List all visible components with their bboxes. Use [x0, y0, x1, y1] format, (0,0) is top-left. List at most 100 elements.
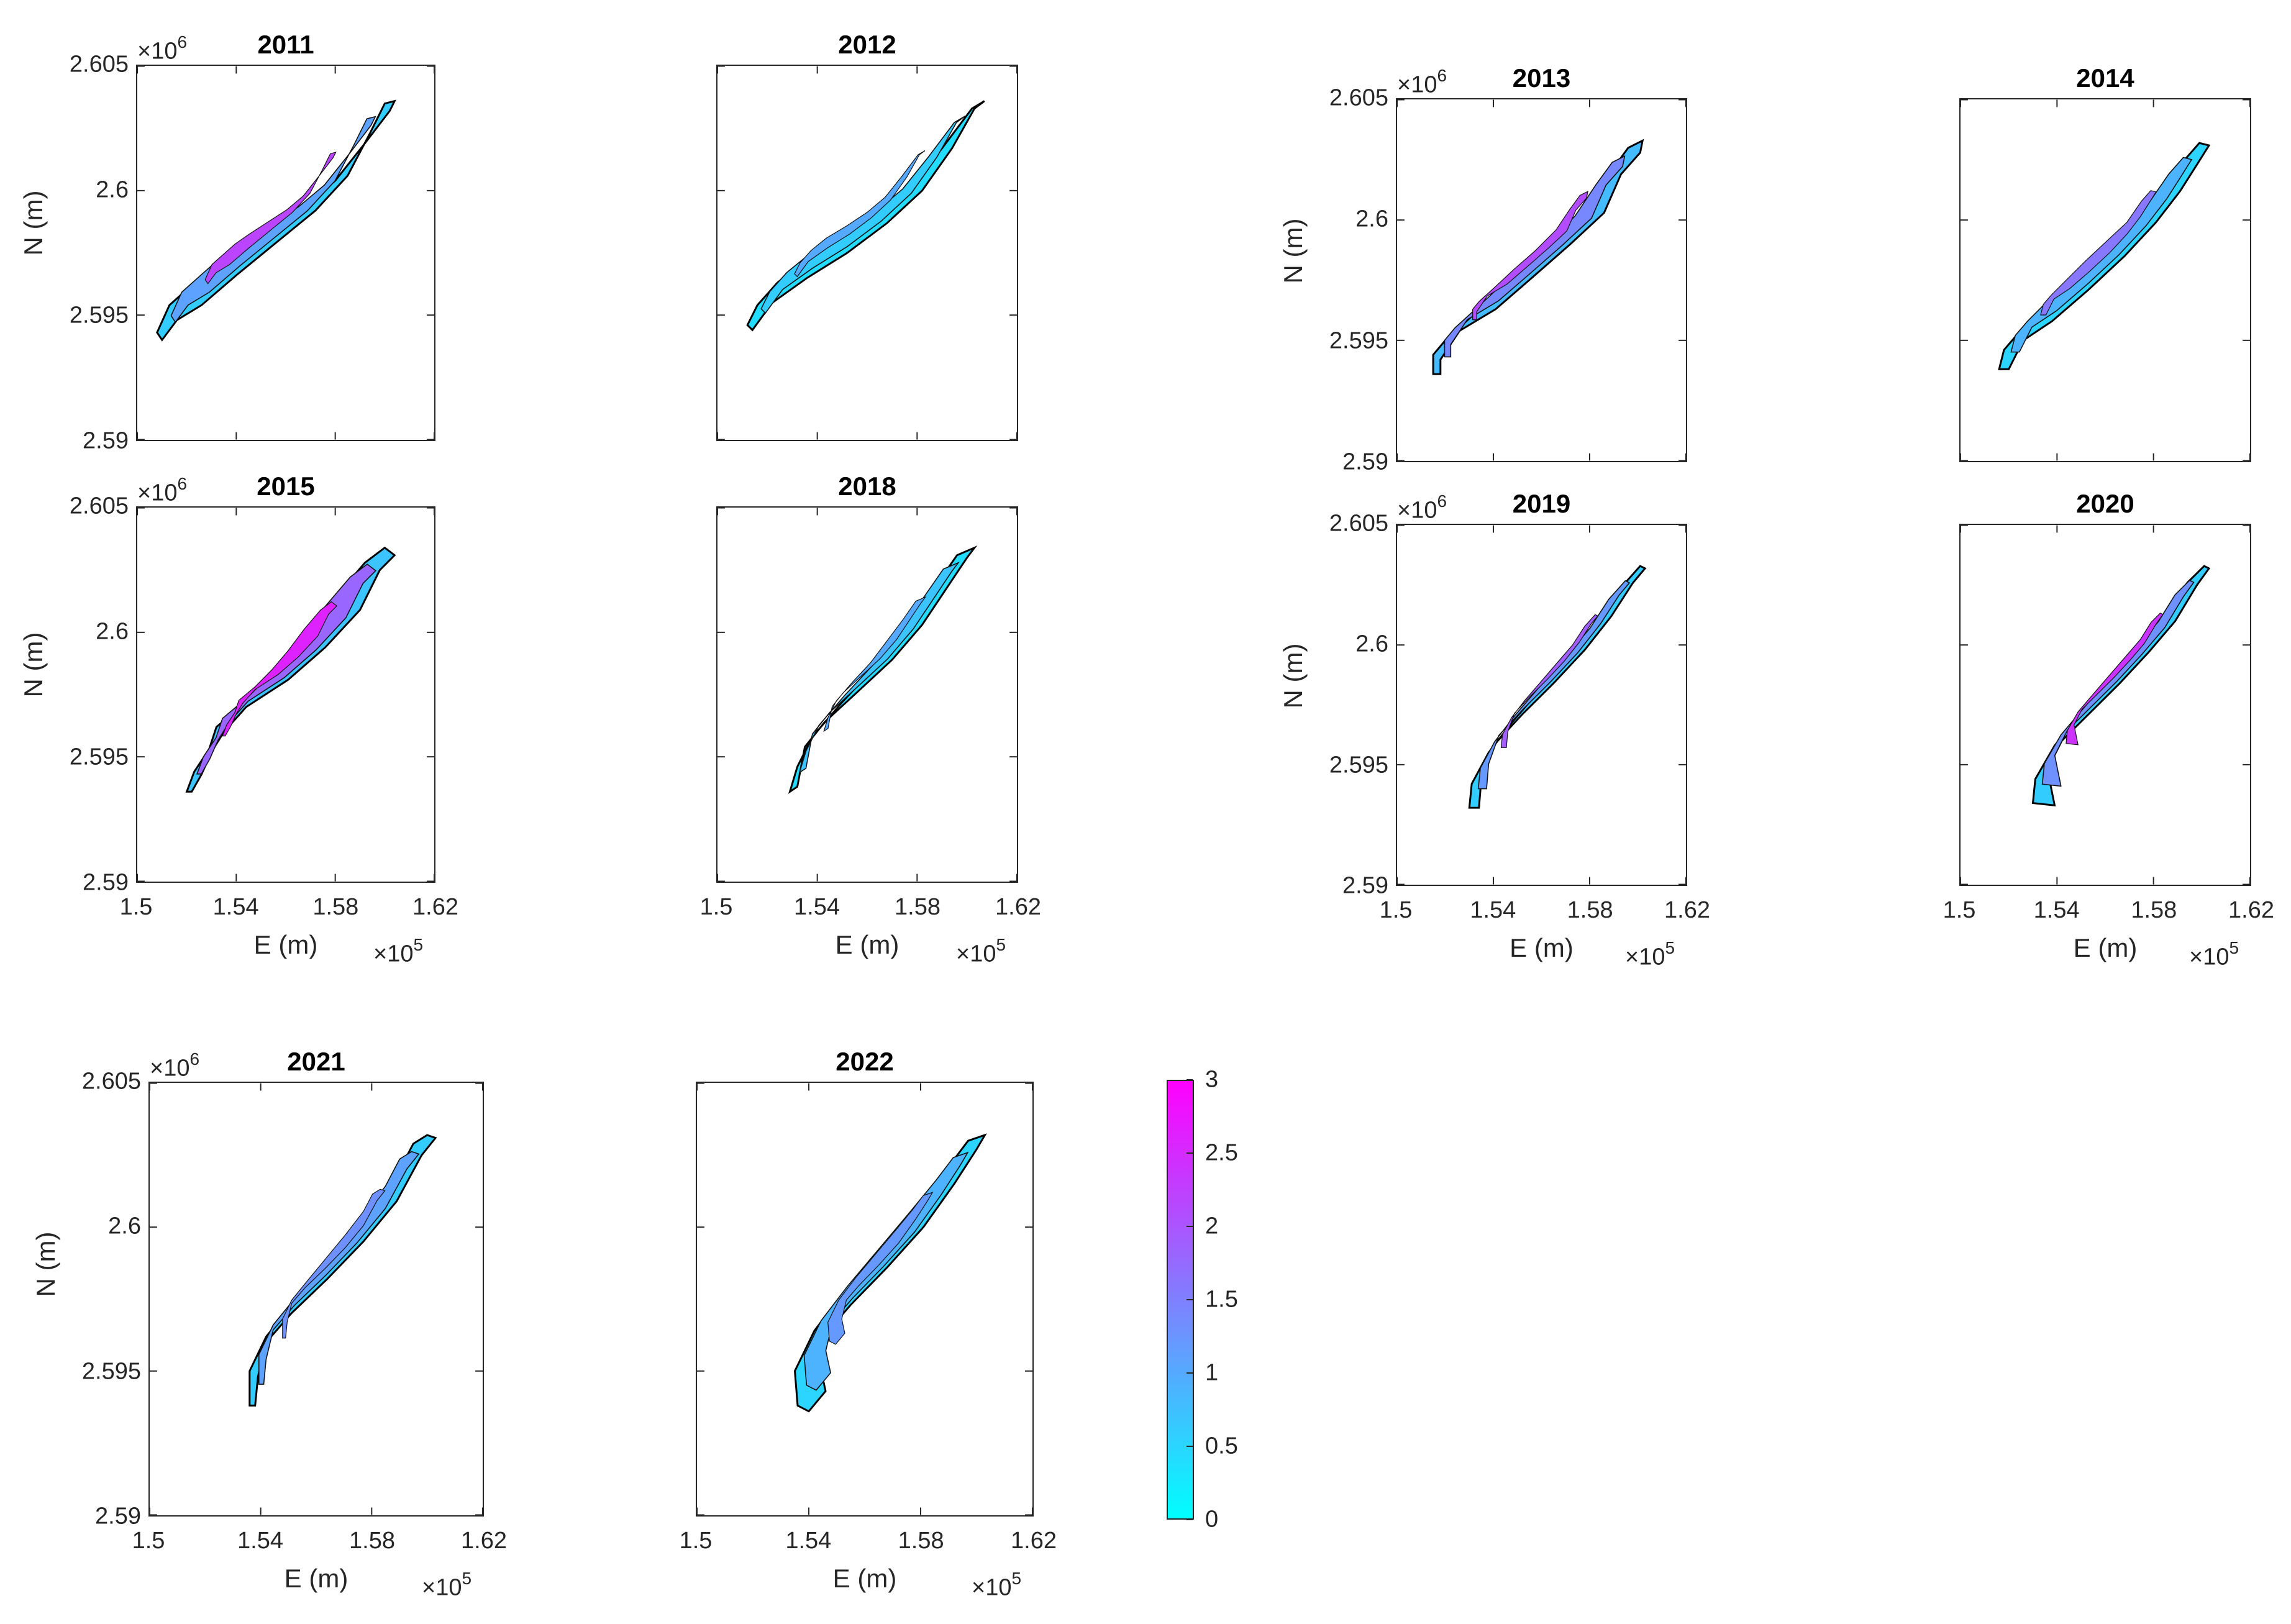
y-tick-label: 2.6 — [1355, 206, 1388, 232]
y-tick-label: 2.59 — [1342, 872, 1388, 899]
x-tick-label: 1.58 — [1567, 897, 1613, 923]
x-tick-label: 1.54 — [212, 894, 259, 920]
x-axis-label: E (m) — [832, 1564, 897, 1593]
y-tick-label: 2.6 — [1355, 631, 1388, 657]
x-axis-exponent: ×105 — [1625, 938, 1675, 971]
y-tick-label: 2.595 — [1329, 327, 1388, 354]
plot-area — [136, 506, 435, 883]
y-tick-label: 2.59 — [83, 869, 129, 896]
contour-region-core — [282, 1188, 386, 1339]
plot-area — [1959, 98, 2251, 462]
colorbar-tick-label: 2 — [1205, 1213, 1219, 1239]
colorbar-tick-label: 0 — [1205, 1506, 1219, 1533]
contour-region-core — [1500, 614, 1599, 748]
y-axis-exponent: ×106 — [137, 474, 187, 507]
plot-area — [1396, 524, 1687, 886]
y-axis-label: N (m) — [1278, 218, 1308, 284]
y-axis-exponent: ×106 — [1397, 491, 1447, 524]
contour-region-core — [2066, 613, 2164, 746]
contour-plot — [1397, 99, 1686, 461]
x-tick-label: 1.62 — [461, 1528, 507, 1554]
panel-title: 2014 — [2076, 63, 2134, 93]
y-exponent-base: ×10 — [137, 38, 178, 65]
x-tick-label: 1.62 — [1664, 897, 1710, 923]
panel-title: 2020 — [2076, 489, 2134, 518]
plot-area — [696, 1082, 1034, 1517]
x-tick-label: 1.58 — [312, 894, 359, 920]
y-tick-label: 2.605 — [69, 51, 129, 78]
x-exponent-base: ×10 — [422, 1574, 462, 1601]
contour-region-core — [827, 1192, 934, 1345]
panel-title: 2021 — [287, 1047, 345, 1076]
colorbar-tick-label: 2.5 — [1205, 1139, 1238, 1166]
y-tick-label: 2.59 — [95, 1503, 141, 1530]
x-exponent-base: ×10 — [956, 941, 996, 967]
y-exponent-power: 6 — [189, 1049, 200, 1069]
x-tick-label: 1.5 — [699, 894, 733, 920]
plot-area — [1396, 98, 1687, 462]
panel-title: 2015 — [257, 472, 315, 501]
x-exponent-base: ×10 — [1625, 944, 1665, 970]
contour-region-core — [1472, 191, 1588, 321]
colorbar-tick-mark — [1186, 1519, 1193, 1520]
x-tick-label: 1.54 — [237, 1528, 283, 1554]
y-exponent-base: ×10 — [1397, 71, 1437, 98]
y-tick-label: 2.6 — [96, 618, 129, 645]
colorbar-tick-mark — [1186, 1299, 1193, 1300]
contour-region-mid — [803, 1151, 969, 1391]
contour-region-rim — [248, 1134, 437, 1407]
y-exponent-base: ×10 — [150, 1055, 190, 1082]
contour-region-core — [222, 601, 338, 737]
x-tick-label: 1.54 — [794, 894, 840, 920]
contour-plot — [137, 66, 434, 440]
y-axis-exponent: ×106 — [150, 1049, 200, 1082]
x-tick-label: 1.54 — [785, 1528, 832, 1554]
x-tick-label: 1.62 — [995, 894, 1041, 920]
panel-title: 2019 — [1512, 489, 1571, 518]
y-exponent-base: ×10 — [1397, 497, 1437, 524]
contour-region-rim — [1468, 565, 1647, 809]
x-tick-label: 1.62 — [1011, 1528, 1057, 1554]
colorbar-tick-label: 1.5 — [1205, 1286, 1238, 1313]
x-tick-label: 1.62 — [412, 894, 458, 920]
x-exponent-power: 5 — [462, 1569, 472, 1588]
contour-plot — [717, 508, 1017, 882]
x-axis-exponent: ×105 — [422, 1569, 472, 1602]
y-tick-label: 2.595 — [69, 302, 129, 329]
x-exponent-base: ×10 — [373, 941, 414, 967]
contour-plot — [717, 66, 1017, 440]
contour-plot — [137, 508, 434, 882]
colorbar-tick-label: 3 — [1205, 1066, 1219, 1093]
colorbar-tick-mark — [1186, 1446, 1193, 1447]
y-tick-label: 2.605 — [1329, 84, 1388, 111]
colorbar-tick-label: 0.5 — [1205, 1433, 1238, 1459]
x-tick-label: 1.54 — [2033, 897, 2080, 923]
y-tick-label: 2.6 — [108, 1213, 141, 1239]
contour-region-core — [2040, 190, 2157, 316]
plot-area — [716, 65, 1018, 441]
y-tick-label: 2.595 — [69, 744, 129, 770]
x-exponent-power: 5 — [2229, 938, 2239, 957]
x-tick-label: 1.5 — [679, 1528, 713, 1554]
x-exponent-power: 5 — [1011, 1569, 1022, 1588]
contour-plot — [150, 1083, 483, 1515]
x-exponent-base: ×10 — [972, 1574, 1012, 1601]
y-tick-label: 2.605 — [69, 493, 129, 519]
x-exponent-base: ×10 — [2189, 944, 2230, 970]
x-axis-label: E (m) — [284, 1564, 348, 1593]
x-tick-label: 1.5 — [119, 894, 153, 920]
x-tick-label: 1.5 — [132, 1528, 165, 1554]
x-axis-label: E (m) — [2073, 933, 2138, 962]
colorbar-tick-mark — [1186, 1079, 1193, 1080]
colorbar-tick-label: 1 — [1205, 1359, 1219, 1386]
x-tick-label: 1.58 — [895, 894, 941, 920]
contour-region-mid — [798, 561, 960, 774]
y-exponent-base: ×10 — [137, 480, 178, 506]
contour-region-core — [823, 596, 927, 732]
x-tick-label: 1.58 — [349, 1528, 395, 1554]
y-tick-label: 2.605 — [1329, 510, 1388, 537]
y-axis-label: N (m) — [19, 632, 48, 697]
panel-title: 2018 — [838, 472, 896, 501]
contour-region-rim — [2031, 565, 2211, 807]
x-axis-label: E (m) — [1510, 933, 1574, 962]
